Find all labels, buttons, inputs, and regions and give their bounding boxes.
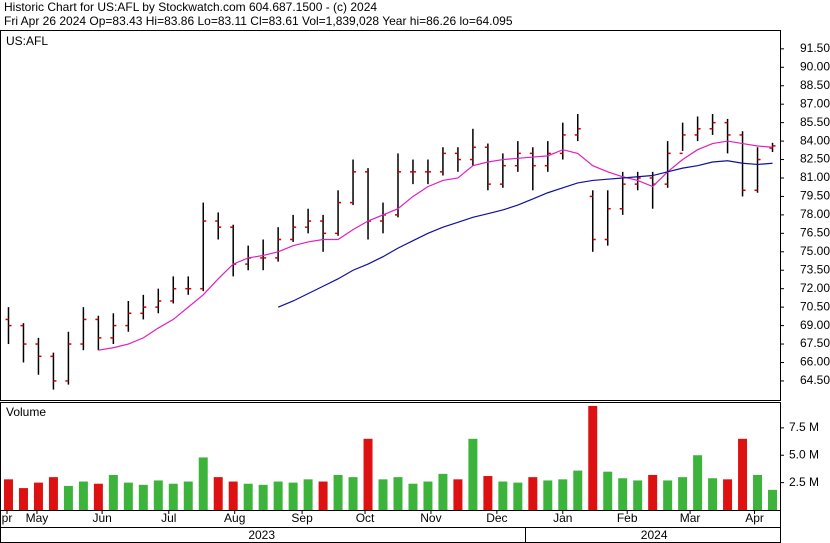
- y-tick-label: 72.00: [800, 281, 830, 295]
- x-tick-label: Feb: [617, 511, 638, 525]
- x-tick-label: Jul: [161, 511, 176, 525]
- y-tick-label: 5.0 M: [789, 447, 819, 461]
- volume-bar: [138, 484, 148, 510]
- y-tick-label: 70.50: [800, 299, 830, 313]
- y-tick-label: 90.00: [800, 59, 830, 73]
- y-tick-label: 73.50: [800, 262, 830, 276]
- y-tick-label: 88.50: [800, 78, 830, 92]
- y-tick-label: 85.50: [800, 115, 830, 129]
- y-tick-label: 82.50: [800, 152, 830, 166]
- volume-bar: [198, 457, 208, 510]
- volume-bar: [393, 477, 403, 510]
- volume-bar: [633, 480, 643, 510]
- volume-bar: [573, 470, 583, 510]
- volume-bar: [303, 479, 313, 510]
- volume-bar: [183, 481, 193, 510]
- y-tick-label: 78.00: [800, 207, 830, 221]
- volume-bar: [543, 480, 553, 510]
- volume-bar: [558, 479, 568, 510]
- volume-bar: [423, 481, 433, 510]
- volume-bar: [663, 480, 673, 510]
- volume-bar: [498, 481, 508, 510]
- header-line: Historic Chart for US:AFL by Stockwatch.…: [4, 0, 377, 14]
- volume-bar: [243, 483, 253, 510]
- volume-bar: [318, 481, 328, 510]
- moving-average: [277, 160, 773, 308]
- y-tick-label: 69.00: [800, 318, 830, 332]
- volume-bar: [408, 483, 418, 510]
- x-tick-label: Nov: [420, 511, 441, 525]
- volume-bar: [288, 482, 298, 510]
- volume-bar: [108, 474, 118, 510]
- volume-bar: [588, 405, 598, 510]
- year-label: 2023: [248, 528, 275, 542]
- volume-bar: [738, 438, 748, 510]
- x-tick-label: pr: [2, 511, 13, 525]
- volume-bar: [723, 479, 733, 510]
- price-panel: [0, 30, 781, 401]
- volume-bar: [3, 479, 13, 510]
- volume-bar: [483, 476, 493, 510]
- volume-bar: [258, 484, 268, 510]
- volume-bar: [678, 477, 688, 510]
- x-tick-label: Apr: [745, 511, 764, 525]
- volume-bar: [93, 483, 103, 510]
- volume-bar: [468, 438, 478, 510]
- x-tick-label: Dec: [486, 511, 507, 525]
- y-tick-label: 7.5 M: [789, 420, 819, 434]
- y-tick-label: 75.00: [800, 244, 830, 258]
- volume-bar: [438, 473, 448, 510]
- x-tick-label: Oct: [356, 511, 375, 525]
- y-tick-label: 81.00: [800, 170, 830, 184]
- volume-bar: [78, 481, 88, 510]
- volume-bar: [648, 474, 658, 510]
- volume-label: Volume: [6, 405, 46, 419]
- y-tick-label: 66.00: [800, 355, 830, 369]
- y-tick-label: 84.00: [800, 133, 830, 147]
- symbol-label: US:AFL: [6, 34, 48, 48]
- x-tick-label: Sep: [291, 511, 313, 525]
- volume-bar: [33, 482, 43, 510]
- volume-bar: [348, 477, 358, 510]
- volume-bar: [18, 488, 28, 510]
- volume-bar: [528, 477, 538, 510]
- volume-bar: [693, 455, 703, 510]
- volume-bar: [273, 481, 283, 510]
- volume-bar: [753, 474, 763, 510]
- volume-bar: [63, 485, 73, 510]
- y-tick-label: 2.5 M: [789, 475, 819, 489]
- volume-bar: [48, 477, 58, 510]
- header-line: Fri Apr 26 2024 Op=83.43 Hi=83.86 Lo=83.…: [4, 14, 513, 28]
- volume-bar: [453, 479, 463, 510]
- y-tick-label: 87.00: [800, 96, 830, 110]
- x-tick-label: Mar: [680, 511, 701, 525]
- x-tick-label: May: [26, 511, 49, 525]
- volume-bar: [513, 482, 523, 510]
- x-tick-label: Jan: [553, 511, 572, 525]
- y-tick-label: 79.50: [800, 189, 830, 203]
- y-tick-label: 67.50: [800, 336, 830, 350]
- volume-bar: [378, 479, 388, 510]
- y-tick-label: 91.50: [800, 41, 830, 55]
- year-label: 2024: [641, 528, 668, 542]
- volume-bar: [768, 489, 778, 510]
- volume-bar: [213, 477, 223, 510]
- x-tick-label: Aug: [224, 511, 245, 525]
- y-tick-label: 76.50: [800, 226, 830, 240]
- volume-bar: [708, 478, 718, 510]
- volume-bar: [363, 438, 373, 510]
- volume-bar: [123, 482, 133, 510]
- volume-bar: [603, 471, 613, 510]
- x-tick-label: Jun: [92, 511, 111, 525]
- volume-bar: [168, 483, 178, 510]
- y-tick-label: 64.50: [800, 373, 830, 387]
- moving-average: [98, 140, 773, 351]
- volume-bar: [333, 474, 343, 510]
- volume-bar: [228, 481, 238, 510]
- volume-bar: [153, 480, 163, 510]
- volume-bar: [618, 478, 628, 510]
